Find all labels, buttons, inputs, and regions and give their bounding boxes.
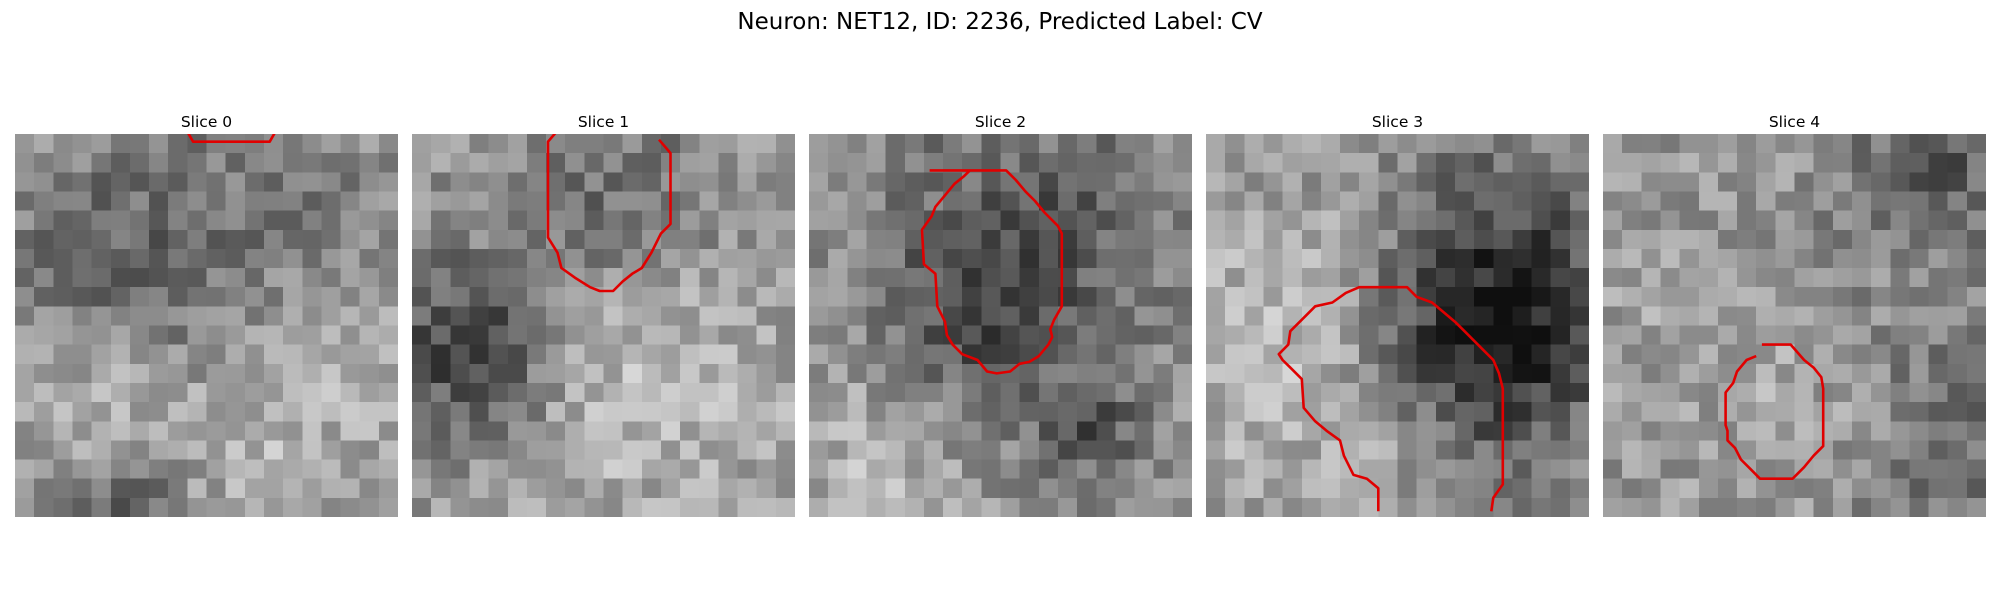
roi-contour: [1277, 285, 1505, 512]
slice-image-svg: [809, 134, 1192, 517]
roi-contour: [187, 134, 276, 143]
slice-image-0: [15, 134, 398, 517]
roi-contour: [1724, 343, 1825, 481]
slice-image-1: [412, 134, 795, 517]
slice-image-svg: [1603, 134, 1986, 517]
figure-title: Neuron: NET12, ID: 2236, Predicted Label…: [737, 9, 1263, 35]
slice-title-3: Slice 3: [1371, 113, 1424, 131]
slice-title-1: Slice 1: [577, 113, 630, 131]
slice-image-2: [809, 134, 1192, 517]
slice-image-svg: [15, 134, 398, 517]
slice-title-4: Slice 4: [1768, 113, 1821, 131]
slice-title-2: Slice 2: [974, 113, 1027, 131]
roi-contour: [546, 134, 672, 293]
slice-image-svg: [412, 134, 795, 517]
slice-image-3: [1206, 134, 1589, 517]
slice-image-svg: [1206, 134, 1589, 517]
slice-image-4: [1603, 134, 1986, 517]
slice-title-0: Slice 0: [180, 113, 233, 131]
roi-contour: [920, 169, 1064, 375]
